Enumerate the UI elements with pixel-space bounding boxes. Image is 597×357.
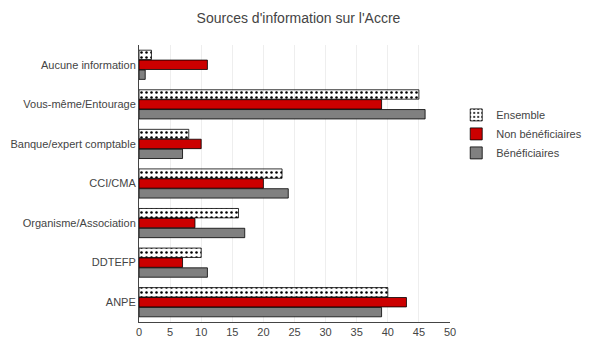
svg-text:Ensemble: Ensemble bbox=[496, 109, 545, 121]
svg-text:Non bénéficiaires: Non bénéficiaires bbox=[496, 128, 581, 140]
svg-text:Bénéficiaires: Bénéficiaires bbox=[496, 147, 559, 159]
svg-text:Banque/expert comptable: Banque/expert comptable bbox=[10, 138, 135, 150]
svg-text:45: 45 bbox=[413, 326, 425, 338]
svg-text:Vous-même/Entourage: Vous-même/Entourage bbox=[23, 98, 136, 110]
svg-text:35: 35 bbox=[351, 326, 363, 338]
svg-text:Organisme/Association: Organisme/Association bbox=[23, 217, 136, 229]
svg-text:DDTEFP: DDTEFP bbox=[92, 256, 136, 268]
svg-text:5: 5 bbox=[167, 326, 173, 338]
svg-text:0: 0 bbox=[136, 326, 142, 338]
svg-text:10: 10 bbox=[195, 326, 207, 338]
svg-text:Sources d'information sur l'Ac: Sources d'information sur l'Accre bbox=[197, 10, 401, 26]
svg-text:20: 20 bbox=[257, 326, 269, 338]
svg-text:30: 30 bbox=[319, 326, 331, 338]
svg-text:CCI/CMA: CCI/CMA bbox=[89, 177, 136, 189]
svg-text:25: 25 bbox=[288, 326, 300, 338]
svg-text:50: 50 bbox=[444, 326, 456, 338]
svg-text:Aucune information: Aucune information bbox=[41, 59, 136, 71]
svg-text:15: 15 bbox=[226, 326, 238, 338]
svg-text:ANPE: ANPE bbox=[106, 296, 136, 308]
svg-text:40: 40 bbox=[382, 326, 394, 338]
